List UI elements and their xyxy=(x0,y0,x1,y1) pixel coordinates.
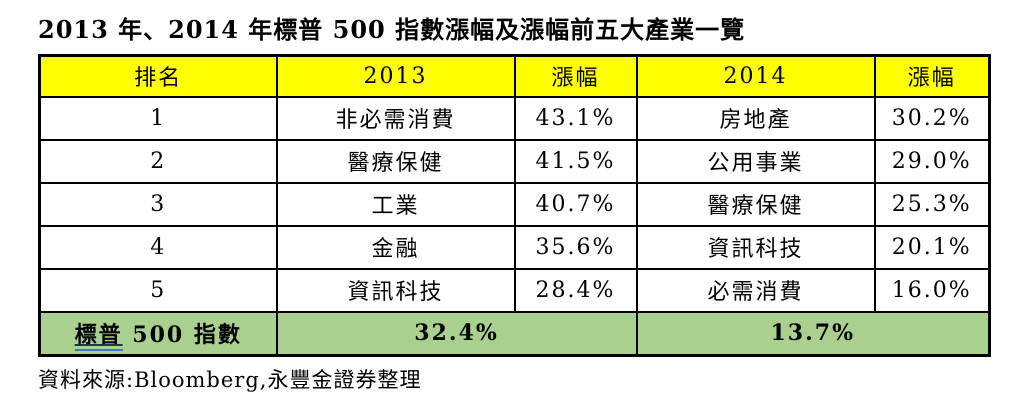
header-change-2014: 漲幅 xyxy=(873,54,991,98)
table-row: 4 金融 35.6% 資訊科技 20.1% xyxy=(38,224,991,270)
source-note: 資料來源:Bloomberg,永豐金證券整理 xyxy=(38,368,422,392)
summary-value-2014: 13.7% xyxy=(635,310,991,357)
change-2014-cell: 29.0% xyxy=(873,138,991,184)
change-2013-cell: 35.6% xyxy=(513,224,638,270)
rank-cell: 5 xyxy=(38,267,278,313)
change-2014-cell: 16.0% xyxy=(873,267,991,313)
table-row: 3 工業 40.7% 醫療保健 25.3% xyxy=(38,181,991,227)
change-2013-cell: 28.4% xyxy=(513,267,638,313)
sector-2013-cell: 非必需消費 xyxy=(275,95,516,141)
sector-2014-cell: 房地產 xyxy=(635,95,876,141)
summary-label-underlined: 標普 xyxy=(74,322,123,352)
summary-row: 標普 500 指數 32.4% 13.7% xyxy=(38,310,991,357)
summary-label-rest: 500 指數 xyxy=(122,322,242,349)
header-2014: 2014 xyxy=(635,54,876,98)
rank-cell: 4 xyxy=(38,224,278,270)
rank-cell: 1 xyxy=(38,95,278,141)
header-row: 排名 2013 漲幅 2014 漲幅 xyxy=(38,54,991,98)
header-change-2013: 漲幅 xyxy=(513,54,638,98)
sector-2014-cell: 醫療保健 xyxy=(635,181,876,227)
sector-2014-cell: 資訊科技 xyxy=(635,224,876,270)
table-row: 2 醫療保健 41.5% 公用事業 29.0% xyxy=(38,138,991,184)
sector-2014-cell: 必需消費 xyxy=(635,267,876,313)
summary-label-cell: 標普 500 指數 xyxy=(38,310,278,357)
sector-table: 排名 2013 漲幅 2014 漲幅 1 非必需消費 43.1% 房地產 30.… xyxy=(38,54,991,357)
table-row: 1 非必需消費 43.1% 房地產 30.2% xyxy=(38,95,991,141)
header-rank: 排名 xyxy=(38,54,278,98)
sector-2013-cell: 醫療保健 xyxy=(275,138,516,184)
change-2013-cell: 43.1% xyxy=(513,95,638,141)
sector-2013-cell: 金融 xyxy=(275,224,516,270)
header-2013: 2013 xyxy=(275,54,516,98)
rank-cell: 2 xyxy=(38,138,278,184)
change-2014-cell: 20.1% xyxy=(873,224,991,270)
change-2014-cell: 30.2% xyxy=(873,95,991,141)
rank-cell: 3 xyxy=(38,181,278,227)
page-title: 2013 年、2014 年標普 500 指數漲幅及漲幅前五大產業一覽 xyxy=(38,15,746,44)
change-2013-cell: 40.7% xyxy=(513,181,638,227)
change-2013-cell: 41.5% xyxy=(513,138,638,184)
table-row: 5 資訊科技 28.4% 必需消費 16.0% xyxy=(38,267,991,313)
sector-2013-cell: 工業 xyxy=(275,181,516,227)
change-2014-cell: 25.3% xyxy=(873,181,991,227)
sector-2014-cell: 公用事業 xyxy=(635,138,876,184)
sector-2013-cell: 資訊科技 xyxy=(275,267,516,313)
summary-value-2013: 32.4% xyxy=(275,310,638,357)
